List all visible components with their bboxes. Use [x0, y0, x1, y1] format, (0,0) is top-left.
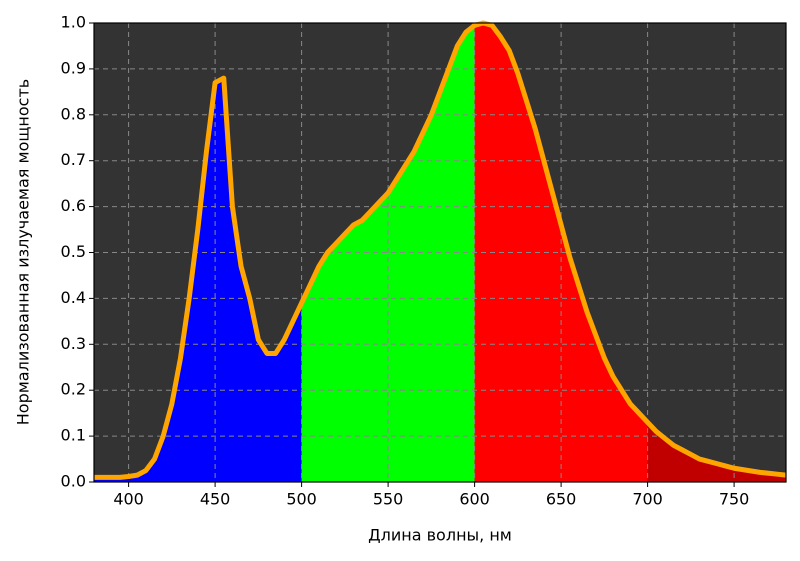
y-tick-label: 0.4 — [61, 288, 86, 307]
x-tick-label: 600 — [459, 490, 490, 509]
band-fill — [301, 25, 475, 482]
spectrum-line — [94, 20, 787, 480]
y-tick-label: 0.1 — [61, 426, 86, 445]
x-tick-label: 400 — [113, 490, 144, 509]
y-tick-label: 0.6 — [61, 196, 86, 215]
y-tick-label: 0.3 — [61, 334, 86, 353]
x-tick-label: 550 — [373, 490, 404, 509]
x-tick-label: 700 — [632, 490, 663, 509]
x-tick-label: 650 — [546, 490, 577, 509]
y-tick-label: 1.0 — [61, 13, 86, 32]
y-tick-label: 0.5 — [61, 242, 86, 261]
x-tick-label: 450 — [200, 490, 231, 509]
plot-frame — [93, 22, 787, 483]
band-fill — [94, 78, 302, 482]
y-tick-label: 0.0 — [61, 472, 86, 491]
x-axis-label: Длина волны, нм — [368, 526, 512, 545]
y-tick-label: 0.2 — [61, 380, 86, 399]
x-tick-label: 500 — [286, 490, 317, 509]
band-fill — [647, 422, 786, 482]
y-tick-label: 0.9 — [61, 58, 86, 77]
y-axis-label: Нормализованная излучаемая мощность — [14, 79, 33, 425]
y-tick-label: 0.7 — [61, 150, 86, 169]
y-tick-label: 0.8 — [61, 104, 86, 123]
x-tick-label: 750 — [719, 490, 750, 509]
